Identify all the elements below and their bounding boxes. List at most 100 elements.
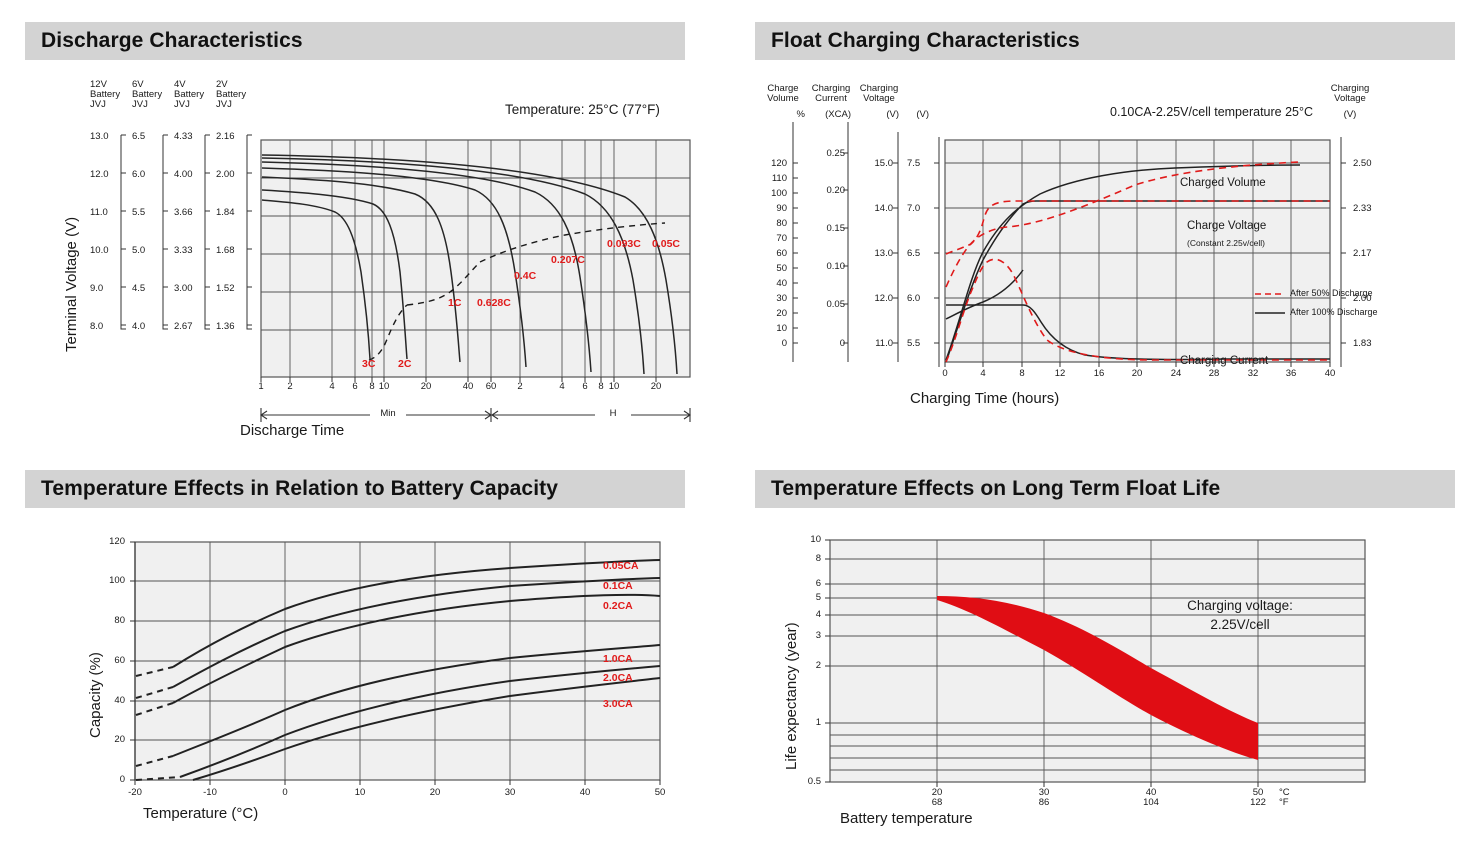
discharge-ytick-2-4: 3.00 xyxy=(174,283,193,294)
capacity-xlabel: Temperature (°C) xyxy=(143,805,259,822)
float-xtick-7: 28 xyxy=(1208,368,1220,379)
discharge-xtick-0: 1 xyxy=(258,381,264,392)
discharge-ytick-0-0: 13.0 xyxy=(90,131,109,142)
discharge-ytick-2-2: 3.66 xyxy=(174,207,193,218)
capacity-ytick-0: 0 xyxy=(119,774,125,785)
discharge-ytick-0-5: 8.0 xyxy=(90,321,104,332)
capacity-graphic xyxy=(130,541,661,785)
float-ytick-3-0: 7.5 xyxy=(907,158,921,169)
float-ytick-2-4: 11.0 xyxy=(875,338,893,349)
discharge-ytick-2-1: 4.00 xyxy=(174,169,193,180)
panel-discharge-header: Discharge Characteristics xyxy=(25,22,685,60)
discharge-xtick-7: 40 xyxy=(462,381,474,392)
float-ytick-2-0: 15.0 xyxy=(874,158,894,169)
float-condition-annotation: 0.10CA-2.25V/cell temperature 25°C xyxy=(1110,105,1314,119)
floatlife-ytick-5: 3 xyxy=(815,630,821,641)
discharge-xtick-2: 4 xyxy=(329,381,335,392)
discharge-temperature-annotation: Temperature: 25°C (77°F) xyxy=(505,102,660,117)
floatlife-xunit-c: °C xyxy=(1279,787,1290,798)
floatlife-ytick-3: 5 xyxy=(815,592,821,603)
floatlife-xlabel: Battery temperature xyxy=(840,810,973,827)
float-ytick-3-4: 5.5 xyxy=(907,338,921,349)
floatlife-xtick-f-2: 104 xyxy=(1143,797,1159,808)
float-ytick-1-2: 0.15 xyxy=(826,223,846,234)
float-ytick-1-0: 0.25 xyxy=(826,148,846,159)
float-label-charging-current: Charging Current xyxy=(1180,355,1269,367)
panel-discharge-title: Discharge Characteristics xyxy=(41,29,303,52)
float-xtick-8: 32 xyxy=(1247,368,1259,379)
discharge-label-0207c: 0.207C xyxy=(551,254,585,266)
floatlife-annotation-line2: 2.25V/cell xyxy=(1210,617,1270,632)
capacity-ytick-5: 100 xyxy=(109,575,125,586)
capacity-ylabel: Capacity (%) xyxy=(87,652,104,738)
discharge-ytick-1-2: 5.5 xyxy=(132,207,146,218)
discharge-ytick-1-1: 6.0 xyxy=(132,169,146,180)
panel-float-header: Float Charging Characteristics xyxy=(755,22,1455,60)
float-ytick-0-8: 40 xyxy=(776,278,787,289)
float-ytick-right-4: 1.83 xyxy=(1353,338,1372,349)
discharge-xtick-8: 60 xyxy=(485,381,497,392)
float-xtick-1: 4 xyxy=(980,368,986,379)
float-plot: Charge Volume Charging Current Charging … xyxy=(755,22,1455,442)
discharge-ytick-3-2: 1.84 xyxy=(216,207,235,218)
float-ytick-2-3: 12.0 xyxy=(874,293,894,304)
discharge-xtick-11: 6 xyxy=(582,381,588,392)
discharge-ytick-3-3: 1.68 xyxy=(216,245,235,256)
capacity-xtick-0: -20 xyxy=(128,787,142,798)
float-ytick-1-1: 0.20 xyxy=(826,185,846,196)
discharge-xseg-min: Min xyxy=(370,409,406,419)
float-legend-item-50: After 50% Discharge xyxy=(1290,288,1373,298)
capacity-label-01ca: 0.1CA xyxy=(603,580,633,592)
float-label-charge-voltage-note: (Constant 2.25v/cell) xyxy=(1187,238,1265,248)
float-ytick-0-5: 70 xyxy=(776,233,787,244)
float-xlabel: Charging Time (hours) xyxy=(910,390,1060,407)
floatlife-xtick-f-3: 122 xyxy=(1250,797,1266,808)
float-xtick-5: 20 xyxy=(1131,368,1143,379)
float-ytick-1-5: 0 xyxy=(839,338,845,349)
capacity-label-20ca: 2.0CA xyxy=(603,672,633,684)
float-ytick-0-7: 50 xyxy=(776,263,787,274)
panel-float-title: Float Charging Characteristics xyxy=(771,29,1080,52)
panel-float: Float Charging Characteristics Charge Vo… xyxy=(755,22,1455,442)
floatlife-annotation-line1: Charging voltage: xyxy=(1187,598,1293,613)
float-ytick-3-1: 7.0 xyxy=(907,203,921,214)
discharge-ytick-3-0: 2.16 xyxy=(216,131,235,142)
float-ytick-2-2: 13.0 xyxy=(874,248,894,259)
discharge-ytick-2-0: 4.33 xyxy=(174,131,193,142)
panel-floatlife-header: Temperature Effects on Long Term Float L… xyxy=(755,470,1455,508)
discharge-label-2c: 2C xyxy=(398,358,412,370)
float-yaxis-2-header: Charging Voltage xyxy=(859,83,899,104)
floatlife-ytick-2: 6 xyxy=(815,578,821,589)
discharge-label-3c: 3C xyxy=(362,358,376,370)
float-ytick-0-4: 80 xyxy=(776,218,787,229)
capacity-xtick-2: 0 xyxy=(282,787,288,798)
discharge-ytick-2-3: 3.33 xyxy=(174,245,193,256)
floatlife-graphic xyxy=(825,539,1366,787)
floatlife-ytick-4: 4 xyxy=(815,609,821,620)
panel-capacity: Temperature Effects in Relation to Batte… xyxy=(25,470,685,850)
capacity-label-30ca: 3.0CA xyxy=(603,698,633,710)
panel-capacity-header: Temperature Effects in Relation to Batte… xyxy=(25,470,685,508)
discharge-ytick-0-2: 11.0 xyxy=(90,207,108,218)
discharge-ytick-1-5: 4.0 xyxy=(132,321,146,332)
float-xtick-3: 12 xyxy=(1054,368,1066,379)
float-ytick-0-10: 20 xyxy=(776,308,787,319)
float-xtick-0: 0 xyxy=(942,368,948,379)
capacity-label-005ca: 0.05CA xyxy=(603,560,639,572)
discharge-ytick-1-4: 4.5 xyxy=(132,283,146,294)
float-ytick-0-9: 30 xyxy=(776,293,787,304)
discharge-yaxis-2-header: 4V Battery JVJ xyxy=(174,79,205,110)
float-ytick-right-1: 2.33 xyxy=(1353,203,1372,214)
discharge-yaxis-3-header: 2V Battery JVJ xyxy=(216,79,247,110)
floatlife-xtick-c-2: 40 xyxy=(1145,787,1157,798)
discharge-xtick-1: 2 xyxy=(287,381,293,392)
discharge-ytick-0-4: 9.0 xyxy=(90,283,104,294)
float-ytick-3-2: 6.5 xyxy=(907,248,921,259)
discharge-xtick-6: 20 xyxy=(420,381,432,392)
capacity-xtick-3: 10 xyxy=(354,787,366,798)
discharge-xtick-14: 20 xyxy=(650,381,662,392)
floatlife-band xyxy=(937,596,1258,760)
capacity-ytick-1: 20 xyxy=(114,734,125,745)
discharge-ytick-1-3: 5.0 xyxy=(132,245,146,256)
